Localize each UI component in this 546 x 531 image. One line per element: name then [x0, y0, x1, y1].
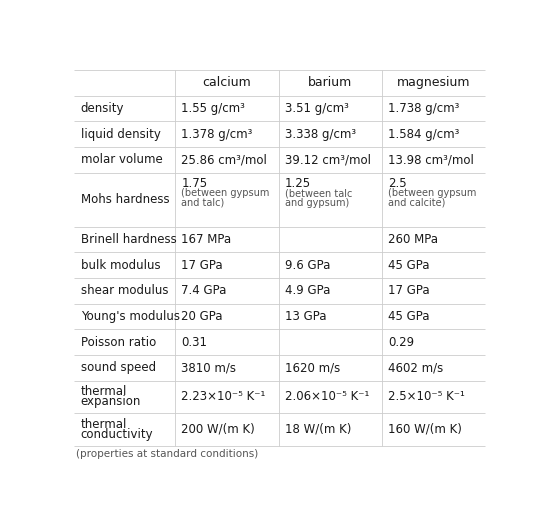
Text: density: density	[81, 102, 124, 115]
Text: 1.55 g/cm³: 1.55 g/cm³	[181, 102, 245, 115]
Text: 4.9 GPa: 4.9 GPa	[285, 284, 330, 297]
Text: 13 GPa: 13 GPa	[285, 310, 327, 323]
Text: magnesium: magnesium	[397, 76, 471, 89]
Text: sound speed: sound speed	[81, 361, 156, 374]
Text: 7.4 GPa: 7.4 GPa	[181, 284, 227, 297]
Text: liquid density: liquid density	[81, 127, 161, 141]
Text: 17 GPa: 17 GPa	[181, 259, 223, 271]
Text: (between gypsum: (between gypsum	[388, 188, 477, 198]
Text: shear modulus: shear modulus	[81, 284, 168, 297]
Text: calcium: calcium	[203, 76, 251, 89]
Text: Young's modulus: Young's modulus	[81, 310, 180, 323]
Text: 2.5: 2.5	[388, 177, 407, 190]
Text: Poisson ratio: Poisson ratio	[81, 336, 156, 348]
Text: 2.23×10⁻⁵ K⁻¹: 2.23×10⁻⁵ K⁻¹	[181, 390, 266, 404]
Text: 2.06×10⁻⁵ K⁻¹: 2.06×10⁻⁵ K⁻¹	[285, 390, 369, 404]
Text: 2.5×10⁻⁵ K⁻¹: 2.5×10⁻⁵ K⁻¹	[388, 390, 465, 404]
Text: molar volume: molar volume	[81, 153, 162, 166]
Text: bulk modulus: bulk modulus	[81, 259, 161, 271]
Text: 4602 m/s: 4602 m/s	[388, 361, 443, 374]
Text: thermal: thermal	[81, 418, 127, 431]
Text: barium: barium	[308, 76, 353, 89]
Text: 1.75: 1.75	[181, 177, 207, 190]
Text: and talc): and talc)	[181, 198, 224, 208]
Text: 39.12 cm³/mol: 39.12 cm³/mol	[285, 153, 371, 166]
Text: 3.338 g/cm³: 3.338 g/cm³	[285, 127, 356, 141]
Text: and gypsum): and gypsum)	[285, 198, 349, 208]
Text: 1.738 g/cm³: 1.738 g/cm³	[388, 102, 460, 115]
Text: 17 GPa: 17 GPa	[388, 284, 430, 297]
Text: 13.98 cm³/mol: 13.98 cm³/mol	[388, 153, 474, 166]
Text: 18 W/(m K): 18 W/(m K)	[285, 423, 351, 436]
Text: 1.378 g/cm³: 1.378 g/cm³	[181, 127, 253, 141]
Text: 45 GPa: 45 GPa	[388, 259, 430, 271]
Text: 3810 m/s: 3810 m/s	[181, 361, 236, 374]
Text: (between talc: (between talc	[285, 188, 352, 198]
Text: Mohs hardness: Mohs hardness	[81, 193, 169, 206]
Text: 1.584 g/cm³: 1.584 g/cm³	[388, 127, 460, 141]
Text: (between gypsum: (between gypsum	[181, 188, 270, 198]
Text: thermal: thermal	[81, 386, 127, 398]
Text: (properties at standard conditions): (properties at standard conditions)	[76, 449, 258, 459]
Text: 200 W/(m K): 200 W/(m K)	[181, 423, 255, 436]
Text: 0.29: 0.29	[388, 336, 414, 348]
Text: 20 GPa: 20 GPa	[181, 310, 223, 323]
Text: 160 W/(m K): 160 W/(m K)	[388, 423, 462, 436]
Text: 25.86 cm³/mol: 25.86 cm³/mol	[181, 153, 267, 166]
Text: 167 MPa: 167 MPa	[181, 233, 232, 246]
Text: expansion: expansion	[81, 395, 141, 408]
Text: 45 GPa: 45 GPa	[388, 310, 430, 323]
Text: and calcite): and calcite)	[388, 198, 446, 208]
Text: 0.31: 0.31	[181, 336, 207, 348]
Text: 1620 m/s: 1620 m/s	[285, 361, 340, 374]
Text: conductivity: conductivity	[81, 428, 153, 441]
Text: Brinell hardness: Brinell hardness	[81, 233, 176, 246]
Text: 1.25: 1.25	[285, 177, 311, 190]
Text: 3.51 g/cm³: 3.51 g/cm³	[285, 102, 349, 115]
Text: 9.6 GPa: 9.6 GPa	[285, 259, 330, 271]
Text: 260 MPa: 260 MPa	[388, 233, 438, 246]
